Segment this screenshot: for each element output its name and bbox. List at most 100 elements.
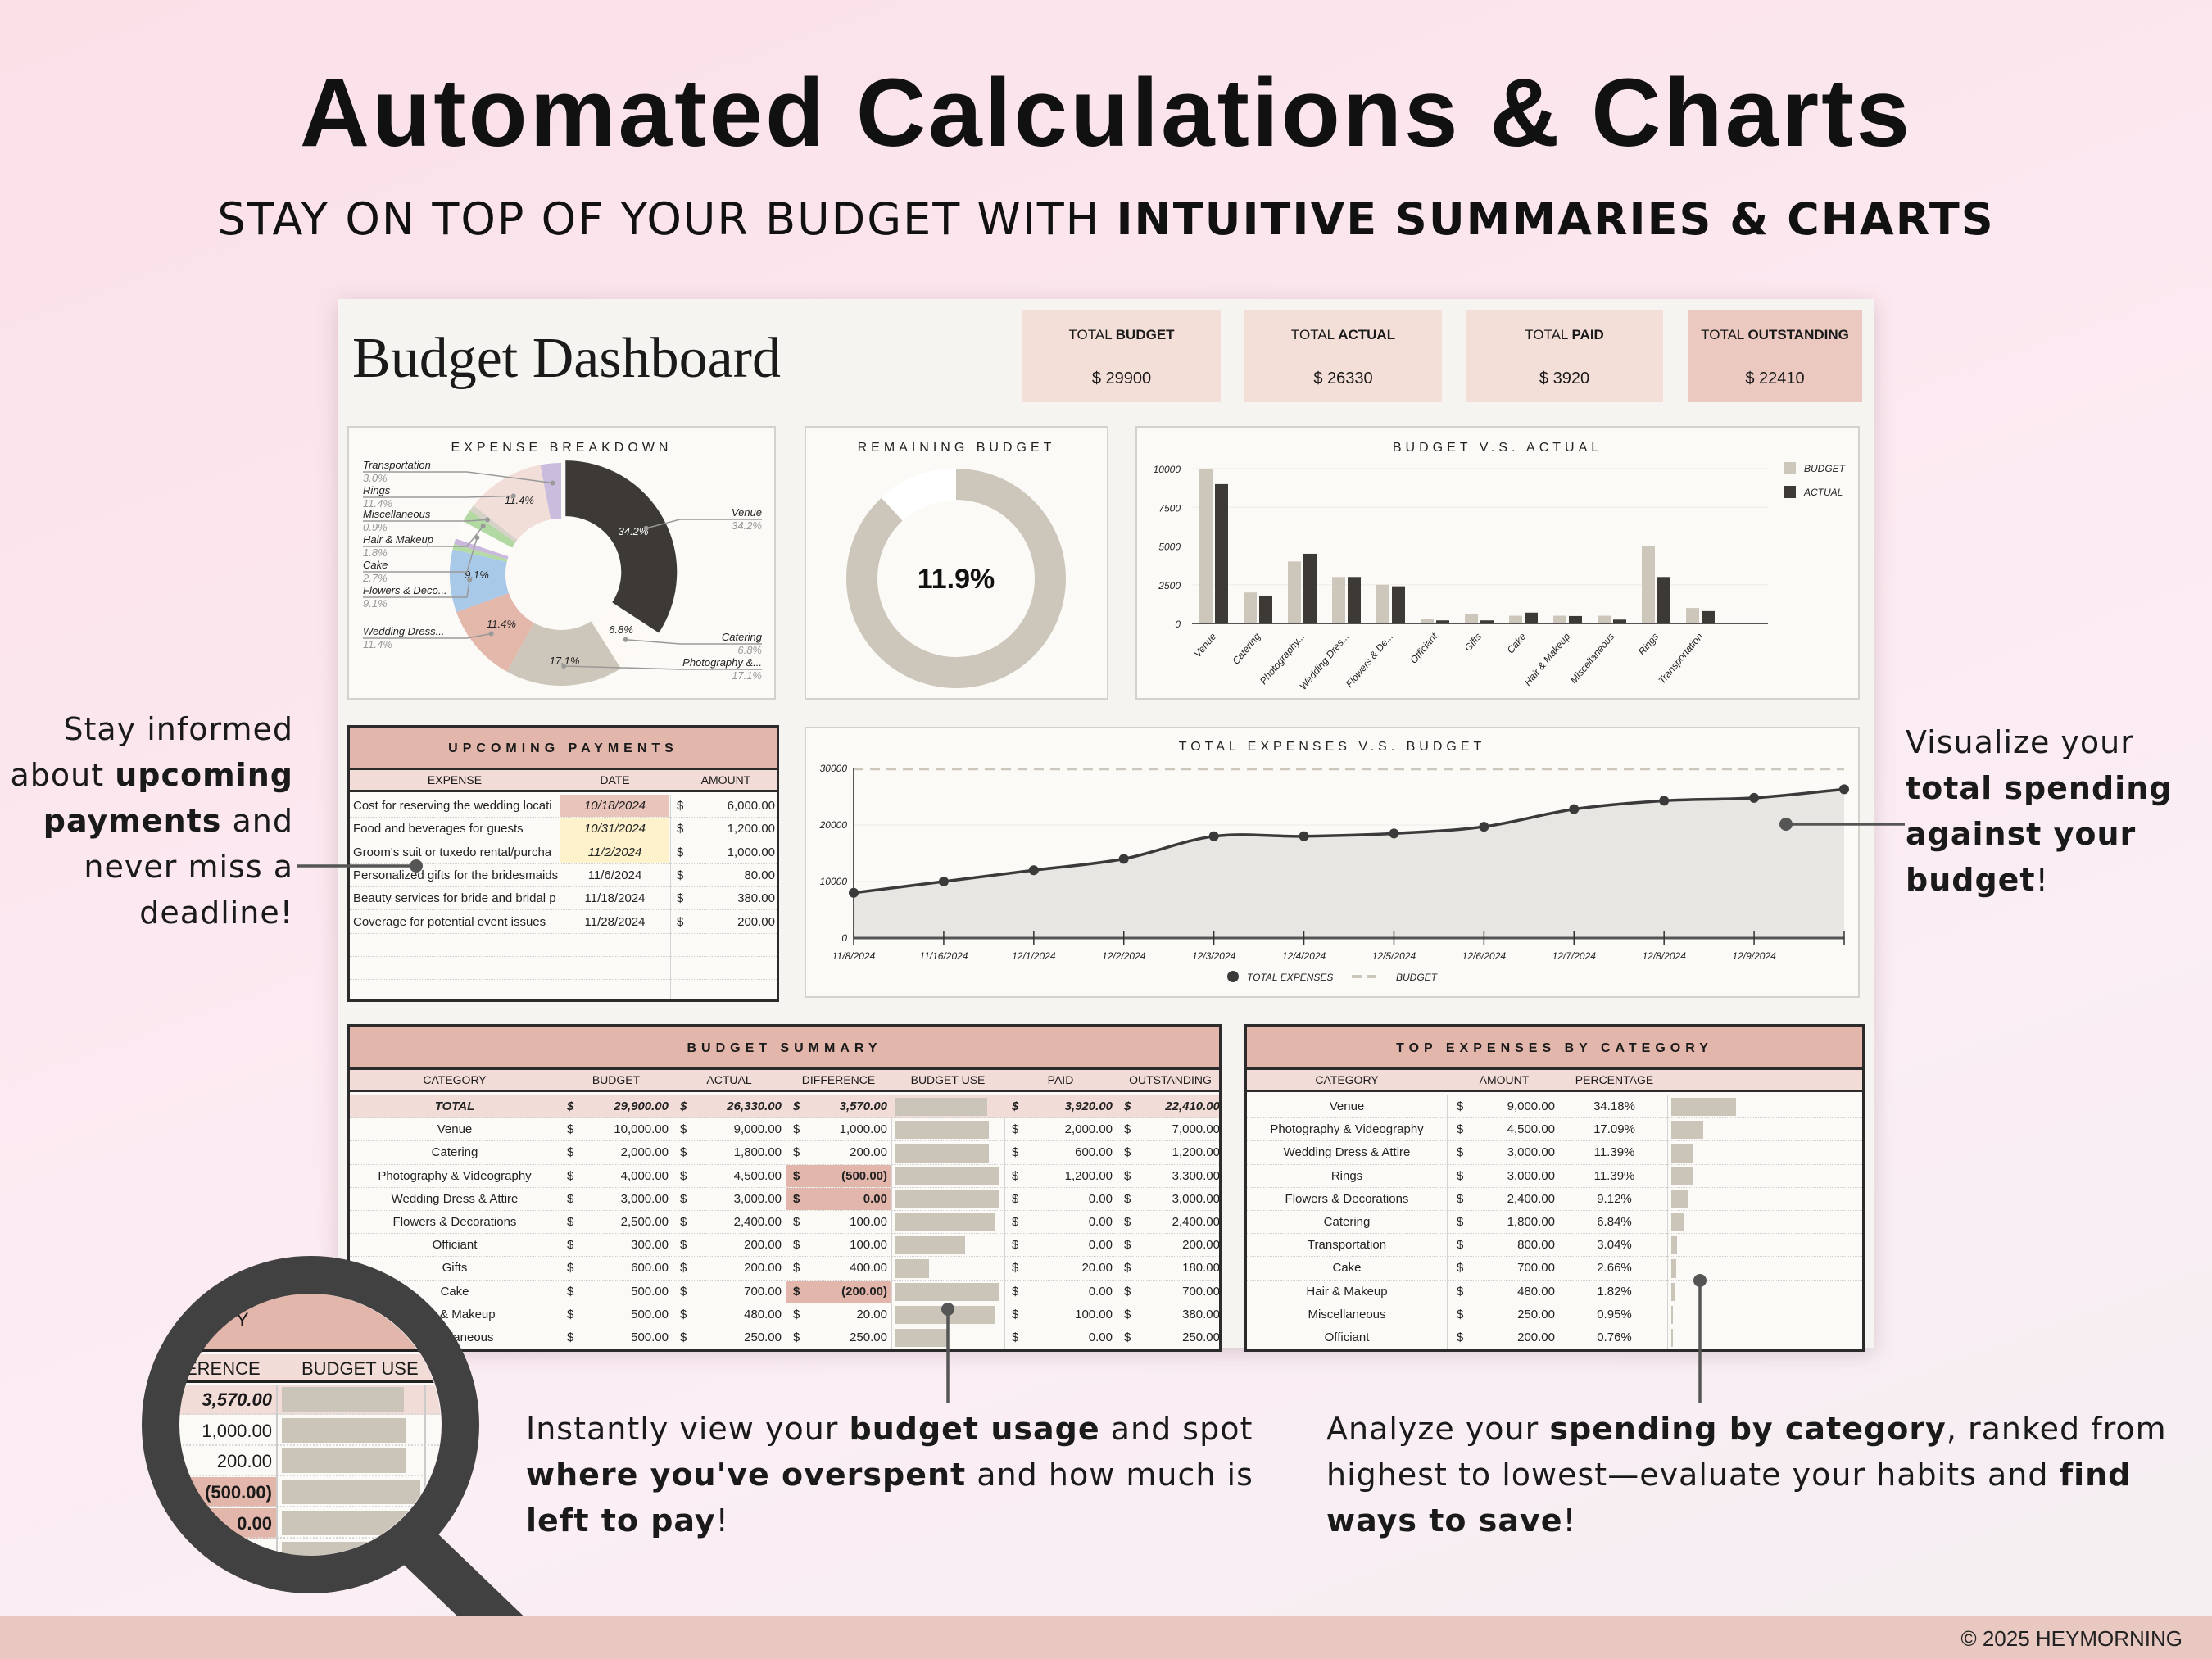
currency-symbol: $ [680,1145,687,1160]
budget-row: Officiant $300.00 $200.00 $100.00 $0.00 $200.… [350,1234,1219,1258]
top-expense-row: Photography & Videography $4,500.00 17.09% [1247,1118,1862,1142]
budget-cell: $300.00 [560,1234,672,1256]
actual-value: 2,400.00 [733,1215,782,1230]
lens-diff-cell [179,1446,276,1477]
budget-vs-actual-panel: BUDGET V.S. ACTUAL [1135,426,1860,700]
callout-text: , ranked from [1946,1411,2167,1447]
column-header: EXPENSE [427,773,483,786]
pie-label: Transportation [363,459,431,471]
kpi-value: $ 26330 [1313,369,1373,388]
currency-symbol: $ [1012,1307,1019,1321]
column-header-row: CATEGORY AMOUNT PERCENTAGE [1247,1070,1862,1092]
currency-symbol: $ [567,1261,574,1276]
line-y-tick: 20000 [819,819,848,831]
kpi-label-regular: TOTAL [1525,327,1572,342]
kpi-label-bold: ACTUAL [1338,327,1396,342]
difference-value: 100.00 [850,1238,887,1253]
expense-percentage: 11.39% [1593,1168,1635,1183]
bar-actual [1702,610,1715,623]
paid-cell: $100.00 [1005,1303,1116,1326]
bar-budget [1199,469,1213,623]
lens-budget-bar [282,1387,404,1412]
pie-leader-line [363,471,553,484]
payment-row: Groom's suit or tuxedo rental/purcha 11/2… [350,841,777,864]
currency-symbol: $ [567,1238,574,1253]
lens-diff-value: (500.00) [205,1482,272,1503]
outstanding-value: 22,410.00 [1165,1099,1220,1114]
difference-cell: $ (200.00) [786,1280,891,1303]
expense-breakdown-title: EXPENSE BREAKDOWN [451,441,673,455]
difference-cell: $20.00 [786,1303,891,1326]
bar-budget [1553,615,1566,623]
budget-value: 500.00 [631,1330,669,1345]
currency-symbol: $ [1457,1261,1464,1276]
remaining-budget-title: REMAINING BUDGET [857,441,1056,455]
callout-line: Visualize your [1906,719,2201,765]
paid-value: 600.00 [1075,1145,1113,1160]
bar-actual [1569,615,1582,623]
callout-line: Stay informed [0,706,293,752]
callout-text: ways to save [1326,1503,1563,1539]
category-name: Venue [1329,1099,1365,1114]
remaining-percent: 11.9% [918,564,995,595]
callout-line: Analyze your spending by category, ranke… [1326,1406,2178,1452]
currency-symbol: $ [793,1261,800,1276]
kpi-label: TOTAL OUTSTANDING [1688,327,1862,343]
column-header-row: EXPENSE DATE AMOUNT [350,770,777,792]
pie-label: Hair & Makeup [363,533,433,546]
callout-line: never miss a [0,844,293,890]
callout-text: ! [715,1503,729,1539]
expense-percentage: 2.66% [1597,1261,1632,1276]
currency-symbol: $ [1124,1330,1131,1345]
budget-value: 300.00 [631,1238,669,1253]
callout-bottom-right: Analyze your spending by category, ranke… [1326,1406,2178,1543]
expense-amount: 9,000.00 [1507,1099,1555,1114]
category-name: Photography & Videography [1270,1122,1424,1137]
bar-y-tick: 10000 [1154,464,1181,475]
callout-text: find [2059,1457,2132,1493]
pie-label: Rings [363,484,391,496]
budget-row: Flowers & Decorations $2,500.00 $2,400.00 $… [350,1211,1219,1235]
paid-cell: $2,000.00 [1005,1118,1116,1140]
budget-use-bar [895,1121,990,1140]
difference-cell: $ (500.00) [786,1164,891,1187]
page-title: Automated Calculations & Charts [299,59,1913,167]
actual-cell: $1,800.00 [673,1141,785,1163]
currency-symbol: $ [1012,1122,1019,1137]
currency-symbol: $ [1012,1168,1019,1183]
currency-symbol: $ [793,1099,800,1114]
table-title: TOP EXPENSES BY CATEGORY [1247,1027,1862,1070]
callout-text: and spot [1099,1411,1253,1447]
actual-cell: $250.00 [673,1326,785,1349]
pie-slice [454,538,509,560]
kpi-card: TOTAL ACTUAL $ 26330 [1244,310,1442,402]
pie-inner-label: 17.1% [550,655,580,667]
expense-point [938,877,949,886]
paid-cell: $0.00 [1005,1234,1116,1256]
expense-point [1479,822,1489,832]
top-expense-row: Cake $700.00 2.66% [1247,1257,1862,1281]
lens-column-header [179,1354,441,1383]
currency-symbol: $ [1012,1261,1019,1276]
top-expense-row: Catering $1,800.00 6.84% [1247,1211,1862,1235]
page-subtitle: STAY ON TOP OF YOUR BUDGET WITH INTUITIV… [0,193,2212,245]
callout-text: about [10,757,116,793]
currency-symbol: $ [567,1168,574,1183]
paid-value: 2,000.00 [1064,1122,1113,1137]
budget-value: 10,000.00 [614,1122,669,1137]
legend-swatch [1784,486,1796,498]
currency-symbol: $ [677,914,684,929]
callout-text: highest to lowest—evaluate your habits a… [1326,1457,2060,1493]
payment-row: Food and beverages for guests 10/31/2024 $… [350,818,777,841]
difference-value: 200.00 [850,1145,887,1160]
bar-budget [1244,592,1257,623]
actual-value: 700.00 [744,1284,782,1299]
outstanding-cell: $2,400.00 [1117,1211,1219,1233]
legend-label: BUDGET [1396,972,1439,983]
budget-cell: $2,500.00 [560,1211,672,1233]
currency-symbol: $ [567,1330,574,1345]
pie-slice [452,543,508,562]
pie-slice [469,505,518,543]
currency-symbol: $ [1457,1284,1464,1299]
currency-symbol: $ [567,1145,574,1160]
